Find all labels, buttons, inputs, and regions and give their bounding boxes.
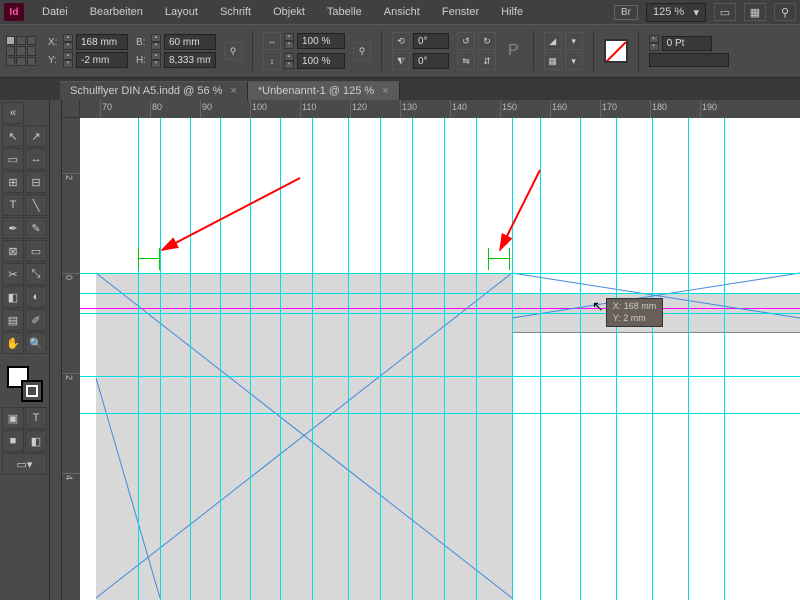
zoom-level[interactable]: 125 % ▾	[646, 3, 706, 22]
rotate-input[interactable]	[413, 33, 449, 49]
scale-x-icon: ↔	[263, 32, 281, 50]
content-collector-tool[interactable]: ⊞	[2, 171, 24, 193]
menu-ansicht[interactable]: Ansicht	[374, 2, 430, 22]
menu-bearbeiten[interactable]: Bearbeiten	[80, 2, 153, 22]
view-mode-icon[interactable]: ▭▾	[2, 453, 47, 475]
vertical-ruler[interactable]: 2024	[62, 118, 80, 600]
flip-v-icon[interactable]: ⇵	[478, 52, 496, 70]
tab-label: *Unbenannt-1 @ 125 %	[258, 85, 374, 97]
ruler-origin[interactable]	[62, 100, 80, 118]
app-icon: Id	[4, 3, 24, 21]
direct-selection-tool[interactable]: ↗	[25, 125, 47, 147]
tooltip-y: Y: 2 mm	[613, 313, 657, 325]
document-tab-2[interactable]: *Unbenannt-1 @ 125 % ×	[248, 81, 400, 100]
pen-tool[interactable]: ✒	[2, 217, 24, 239]
y-input[interactable]	[76, 52, 128, 68]
zoom-tool[interactable]: 🔍	[25, 332, 47, 354]
zoom-value: 125 %	[653, 6, 684, 18]
rectangle-frame-tool[interactable]: ⊠	[2, 240, 24, 262]
screen-mode-icon[interactable]: ▭	[714, 3, 736, 21]
hand-tool[interactable]: ✋	[2, 332, 24, 354]
tooltip-x: X: 168 mm	[613, 301, 657, 313]
menu-datei[interactable]: Datei	[32, 2, 78, 22]
flip-h-icon[interactable]: ⇋	[457, 52, 475, 70]
annotation-arrow	[80, 118, 800, 318]
apply-gradient-icon[interactable]: ◧	[25, 430, 47, 452]
formatting-container-icon[interactable]: ▣	[2, 407, 24, 429]
toolbox: « ↖↗ ▭↔ ⊞⊟ T╲ ✒✎ ⊠▭ ✂⤡ ◧◐ ▤✐ ✋🔍 ▣T ■◧ ▭▾	[0, 100, 50, 600]
fill-swatch[interactable]	[604, 39, 628, 63]
line-tool[interactable]: ╲	[25, 194, 47, 216]
panel-strip[interactable]	[50, 100, 62, 600]
formatting-text-icon[interactable]: T	[25, 407, 47, 429]
menu-hilfe[interactable]: Hilfe	[491, 2, 533, 22]
stroke-style-select[interactable]	[649, 53, 729, 67]
x-up[interactable]: ▴	[63, 34, 73, 42]
menu-schrift[interactable]: Schrift	[210, 2, 261, 22]
note-tool[interactable]: ▤	[2, 309, 24, 331]
rectangle-tool[interactable]: ▭	[25, 240, 47, 262]
stroke-weight-input[interactable]	[662, 36, 712, 51]
w-label: B:	[136, 37, 148, 48]
tab-close-icon[interactable]: ×	[230, 85, 236, 97]
shear-input[interactable]	[413, 53, 449, 69]
rotate-icon: ⟲	[392, 32, 410, 50]
scissors-tool[interactable]: ✂	[2, 263, 24, 285]
document-tab-1[interactable]: Schulflyer DIN A5.indd @ 56 % ×	[60, 81, 248, 100]
tab-close-icon[interactable]: ×	[382, 85, 388, 97]
pencil-tool[interactable]: ✎	[25, 217, 47, 239]
corner-icon[interactable]: ◢	[544, 32, 562, 50]
content-placer-tool[interactable]: ⊟	[25, 171, 47, 193]
reference-point-grid[interactable]	[6, 36, 36, 66]
width-input[interactable]	[164, 34, 216, 50]
row-guide	[80, 376, 800, 377]
x-label: X:	[48, 37, 60, 48]
bridge-badge[interactable]: Br	[614, 5, 638, 20]
cursor-icon: ↖	[592, 298, 604, 315]
scale-y-input[interactable]	[297, 53, 345, 69]
rotate-ccw-icon[interactable]: ↺	[457, 32, 475, 50]
y-down[interactable]: ▾	[63, 60, 73, 68]
gradient-swatch-tool[interactable]: ◧	[2, 286, 24, 308]
gap-tool[interactable]: ↔	[25, 148, 47, 170]
height-input[interactable]	[164, 52, 216, 68]
chevron-down-icon: ▾	[693, 6, 699, 19]
cursor-position-tooltip: ↖ X: 168 mm Y: 2 mm	[592, 298, 663, 327]
page-area	[96, 273, 512, 600]
collapse-icon[interactable]: «	[2, 102, 24, 124]
apply-color-icon[interactable]: ■	[2, 430, 24, 452]
row-guide	[80, 413, 800, 414]
effects-icon[interactable]: ▦	[544, 52, 562, 70]
document-canvas[interactable]: 708090100110120130140150160170180190 202…	[62, 100, 800, 600]
shear-icon: ⧨	[392, 52, 410, 70]
constrain-scale-icon[interactable]: ⚲	[353, 42, 371, 60]
selection-tool[interactable]: ↖	[2, 125, 24, 147]
y-up[interactable]: ▴	[63, 52, 73, 60]
y-label: Y:	[48, 55, 60, 66]
h-label: H:	[136, 55, 148, 66]
tab-label: Schulflyer DIN A5.indd @ 56 %	[70, 85, 222, 97]
effects-opts-icon[interactable]: ▾	[565, 52, 583, 70]
x-down[interactable]: ▾	[63, 42, 73, 50]
menu-tabelle[interactable]: Tabelle	[317, 2, 372, 22]
paragraph-icon: P	[508, 42, 519, 60]
corner-opts-icon[interactable]: ▾	[565, 32, 583, 50]
menu-objekt[interactable]: Objekt	[263, 2, 315, 22]
x-input[interactable]	[76, 34, 128, 50]
scale-y-icon: ↕	[263, 52, 281, 70]
page-tool[interactable]: ▭	[2, 148, 24, 170]
eyedropper-tool[interactable]: ✐	[25, 309, 47, 331]
scale-x-input[interactable]	[297, 33, 345, 49]
search-icon[interactable]: ⚲	[774, 3, 796, 21]
menu-layout[interactable]: Layout	[155, 2, 208, 22]
constrain-wh-icon[interactable]: ⚲	[224, 42, 242, 60]
free-transform-tool[interactable]: ⤡	[25, 263, 47, 285]
horizontal-ruler[interactable]: 708090100110120130140150160170180190	[80, 100, 800, 118]
arrange-icon[interactable]: ▦	[744, 3, 766, 21]
gradient-feather-tool[interactable]: ◐	[25, 286, 47, 308]
rotate-cw-icon[interactable]: ↻	[478, 32, 496, 50]
menu-fenster[interactable]: Fenster	[432, 2, 489, 22]
fill-stroke-swatch[interactable]	[7, 366, 43, 402]
type-tool[interactable]: T	[2, 194, 24, 216]
